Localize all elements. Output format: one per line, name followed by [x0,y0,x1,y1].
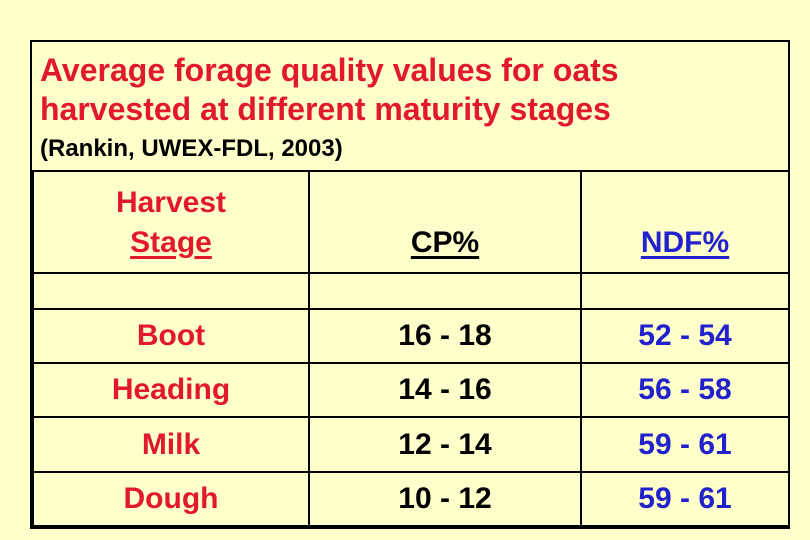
header-harvest-line: Harvest [115,185,227,219]
stage-cell: Heading [32,362,310,419]
spacer-row [32,271,790,310]
table-row-milk: Milk 12 - 14 59 - 61 [32,416,790,473]
title-block: Average forage quality values for oats h… [32,42,788,172]
header-harvest-stage: Harvest Stage [32,172,310,274]
slide-panel: Average forage quality values for oats h… [30,40,790,529]
spacer-cell [580,271,790,310]
table-header-row: Harvest Stage CP% NDF% [32,172,790,274]
cp-cell: 10 - 12 [308,470,582,528]
slide-title-line-2: harvested at different maturity stages [40,91,611,127]
stage-cell: Dough [32,470,310,528]
ndf-cell: 56 - 58 [580,362,790,419]
table-row-dough: Dough 10 - 12 59 - 61 [32,470,790,528]
spacer-cell [32,271,310,310]
stage-cell: Milk [32,416,310,473]
table-row-heading: Heading 14 - 16 56 - 58 [32,362,790,419]
slide-title-line-1: Average forage quality values for oats [40,52,619,88]
cp-cell: 12 - 14 [308,416,582,473]
ndf-cell: 59 - 61 [580,416,790,473]
forage-quality-table: Harvest Stage CP% NDF% Boot 16 - 18 52 -… [32,172,790,528]
stage-cell: Boot [32,307,310,365]
header-stage-line: Stage [130,225,212,259]
spacer-cell [308,271,582,310]
slide-subtitle: (Rankin, UWEX-FDL, 2003) [40,135,343,162]
cp-cell: 14 - 16 [308,362,582,419]
ndf-cell: 52 - 54 [580,307,790,365]
table-row-boot: Boot 16 - 18 52 - 54 [32,307,790,365]
ndf-cell: 59 - 61 [580,470,790,528]
header-ndf: NDF% [580,172,790,274]
header-cp: CP% [308,172,582,274]
cp-cell: 16 - 18 [308,307,582,365]
